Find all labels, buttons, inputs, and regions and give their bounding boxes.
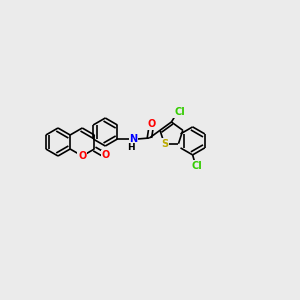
Text: N: N [129, 134, 137, 144]
Text: O: O [101, 151, 110, 160]
Text: S: S [161, 139, 168, 149]
Text: Cl: Cl [174, 107, 185, 117]
Text: O: O [78, 151, 86, 161]
Text: Cl: Cl [191, 161, 202, 171]
Text: H: H [128, 142, 135, 152]
Text: O: O [147, 119, 155, 129]
